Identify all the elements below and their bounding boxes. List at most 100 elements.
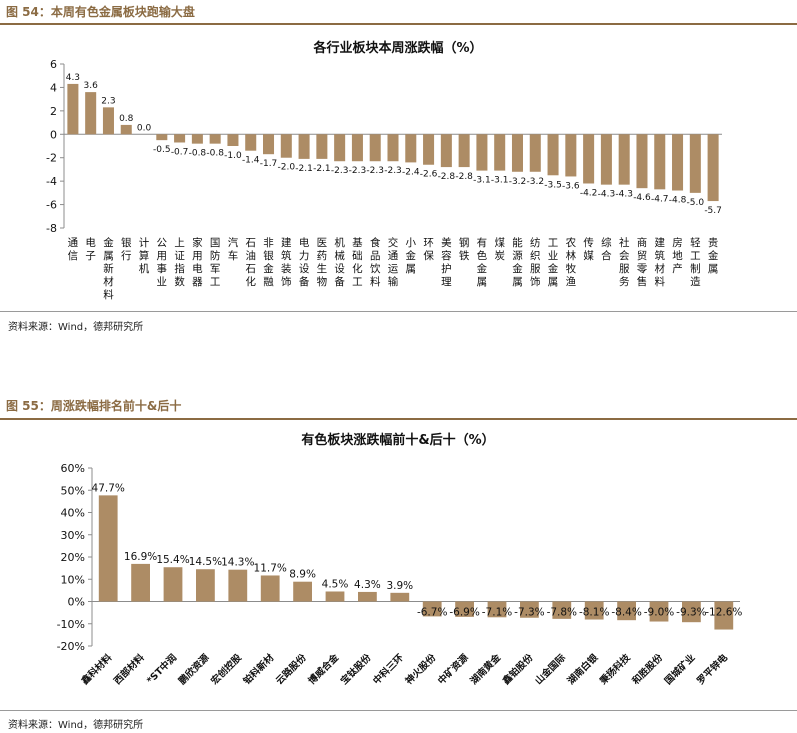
data-label: -1.7 bbox=[260, 159, 278, 169]
data-label: -3.2 bbox=[509, 177, 527, 187]
bar bbox=[85, 92, 97, 135]
data-label: -9.0% bbox=[644, 607, 674, 619]
bar bbox=[649, 601, 669, 622]
data-label: 14.5% bbox=[189, 556, 222, 568]
category-label: 食品饮料 bbox=[370, 236, 381, 288]
category-label: 鹏欣资源 bbox=[176, 651, 212, 687]
bar bbox=[476, 134, 488, 171]
category-label: 国城矿业 bbox=[662, 651, 698, 687]
category-label: 计算机 bbox=[139, 236, 150, 275]
category-label: 医药生物 bbox=[317, 237, 328, 288]
category-label: 云路股份 bbox=[273, 651, 309, 687]
category-label: 建筑材料 bbox=[655, 236, 666, 288]
category-label: 商贸零售 bbox=[637, 236, 648, 288]
category-label: 中矿资源 bbox=[435, 651, 471, 687]
category-label: 电力设备 bbox=[299, 236, 310, 288]
data-label: 0.8 bbox=[119, 114, 134, 124]
category-label: 西部材料 bbox=[111, 651, 147, 687]
category-label: 鑫铂股份 bbox=[500, 651, 536, 687]
data-label: -7.8% bbox=[547, 607, 577, 619]
bar bbox=[196, 569, 215, 602]
figure-54-source: 资料来源：Wind，德邦研究所 bbox=[8, 322, 144, 333]
nonferrous-top-bottom-ten-chart: 有色板块涨跌幅前十&后十（%） 60% 50% 40% 30% 20% 10% 0% -10%… bbox=[57, 432, 743, 688]
y-tick-label: -6 bbox=[46, 199, 57, 212]
category-label: 综合 bbox=[601, 236, 612, 262]
data-label: -6.9% bbox=[449, 607, 479, 619]
bar bbox=[600, 134, 612, 185]
category-label: 环保 bbox=[423, 237, 434, 262]
category-label: 贵金属 bbox=[708, 236, 719, 275]
bar bbox=[520, 601, 539, 618]
bar bbox=[689, 134, 701, 193]
category-label: 机械设备 bbox=[334, 236, 345, 288]
bar bbox=[682, 601, 701, 623]
data-label: 11.7% bbox=[254, 562, 287, 574]
data-label: -0.8 bbox=[189, 149, 207, 159]
bar bbox=[369, 134, 381, 162]
bar bbox=[654, 134, 666, 190]
bar bbox=[67, 83, 79, 135]
data-label: 3.9% bbox=[386, 580, 413, 592]
category-label: 石油石化 bbox=[245, 237, 256, 288]
category-label: 钢铁 bbox=[459, 236, 470, 262]
y-tick-label: 6 bbox=[50, 58, 57, 71]
category-label: 小金属 bbox=[406, 237, 417, 275]
data-label: -3.6 bbox=[562, 181, 580, 191]
bar bbox=[565, 134, 577, 177]
figure-55-heading: 图 55：周涨跌幅排名前十&后十 bbox=[6, 399, 182, 413]
bar bbox=[487, 601, 507, 618]
category-label: 家用电器 bbox=[192, 236, 203, 288]
data-label: -3.5 bbox=[544, 180, 562, 190]
data-label: -3.1 bbox=[473, 176, 491, 186]
bar bbox=[351, 134, 363, 162]
bar bbox=[423, 134, 435, 165]
data-label: -3.2 bbox=[526, 177, 544, 187]
category-label: 工业金属 bbox=[548, 237, 559, 288]
bar bbox=[293, 581, 312, 602]
data-label: 15.4% bbox=[156, 554, 189, 566]
y-tick-label: 0 bbox=[50, 128, 57, 141]
data-label: -1.0 bbox=[224, 151, 242, 161]
y-tick-label: 60% bbox=[61, 462, 85, 475]
bar bbox=[617, 601, 636, 621]
bar bbox=[263, 134, 275, 155]
bar bbox=[260, 575, 280, 602]
category-label: 通信 bbox=[68, 237, 79, 262]
y-tick-label: 30% bbox=[61, 529, 85, 542]
data-label: 8.9% bbox=[289, 569, 316, 581]
bar bbox=[358, 591, 377, 602]
bar bbox=[228, 569, 248, 602]
data-label: -2.3 bbox=[331, 166, 349, 176]
data-label: -2.6 bbox=[420, 170, 438, 180]
category-label: 房地产 bbox=[672, 236, 683, 275]
bar bbox=[511, 134, 523, 172]
data-label: -2.4 bbox=[402, 167, 420, 177]
bar bbox=[618, 134, 630, 185]
data-label: -3.1 bbox=[491, 176, 509, 186]
data-label: -2.3 bbox=[366, 166, 384, 176]
figure-54-bottom-rule bbox=[0, 311, 797, 312]
data-label: 14.3% bbox=[221, 557, 254, 569]
bar bbox=[440, 134, 452, 168]
category-label: 能源金属 bbox=[512, 236, 523, 288]
category-label: 煤炭 bbox=[494, 236, 505, 262]
data-label: 16.9% bbox=[124, 551, 157, 563]
data-label: -8.4% bbox=[611, 607, 641, 619]
category-label: 铂科新材 bbox=[241, 651, 277, 687]
data-label: -2.1 bbox=[295, 164, 313, 174]
category-label: 银行 bbox=[121, 236, 132, 262]
chart-1-title: 各行业板块本周涨跌幅（%） bbox=[312, 40, 482, 56]
data-label: -2.3 bbox=[349, 166, 367, 176]
figure-55-bottom-rule bbox=[0, 710, 797, 711]
category-label: *ST中润 bbox=[144, 652, 179, 687]
category-label: 有色金属 bbox=[477, 236, 488, 288]
bar bbox=[156, 134, 168, 141]
y-tick-label: -20% bbox=[57, 640, 85, 653]
bar bbox=[227, 134, 239, 146]
bar bbox=[552, 601, 572, 619]
y-tick-label: -8 bbox=[46, 222, 57, 235]
category-label: 金属新材料 bbox=[103, 236, 114, 301]
chart-2-title: 有色板块涨跌幅前十&后十（%） bbox=[301, 432, 494, 448]
figure-55-top-rule bbox=[0, 418, 797, 420]
data-label: -12.6% bbox=[705, 607, 742, 619]
